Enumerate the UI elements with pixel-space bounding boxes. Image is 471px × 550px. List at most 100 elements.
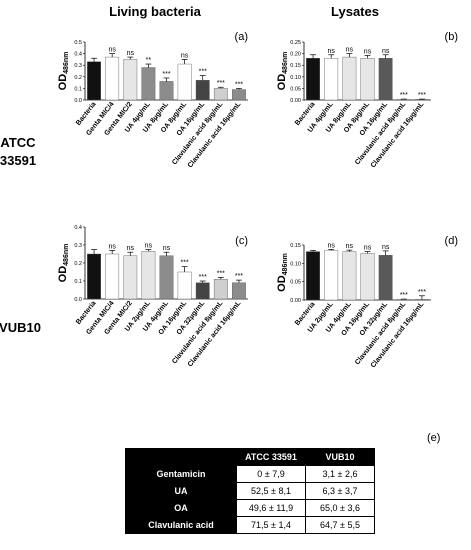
significance-label: *** bbox=[181, 260, 189, 267]
y-tick-label: 0.10 bbox=[290, 261, 301, 267]
significance-label: ns bbox=[145, 243, 153, 250]
bar bbox=[87, 61, 101, 101]
significance-label: ns bbox=[127, 245, 135, 252]
bar bbox=[159, 81, 174, 101]
bar bbox=[360, 253, 375, 301]
significance-label: *** bbox=[217, 80, 225, 87]
bar bbox=[213, 279, 228, 300]
bar bbox=[342, 251, 357, 301]
panel-letter: (a) bbox=[235, 31, 248, 43]
bar bbox=[232, 89, 246, 101]
table-cell: 6,3 ± 3,7 bbox=[305, 482, 375, 500]
y-axis-label: OD486nm bbox=[276, 52, 289, 91]
bar bbox=[123, 255, 138, 300]
table-row: Clavulanic acid 71,5 ± 1,4 64,7 ± 5,5 bbox=[125, 516, 375, 534]
significance-label: *** bbox=[217, 270, 225, 277]
y-tick-label: 0.10 bbox=[290, 75, 301, 81]
significance-label: *** bbox=[400, 92, 408, 99]
table-cell: 64,7 ± 5,5 bbox=[305, 516, 375, 534]
y-tick-label: 0.4 bbox=[74, 52, 82, 58]
significance-label: ns bbox=[382, 244, 390, 251]
significance-label: *** bbox=[235, 81, 243, 88]
table-row-label: Clavulanic acid bbox=[125, 516, 237, 534]
chart-panel-3: (c)0.00.10.20.30.4OD486nmBacteriansGenta… bbox=[57, 225, 248, 368]
bar bbox=[141, 67, 156, 101]
y-tick-label: 0.3 bbox=[74, 63, 82, 69]
table-cell: 0 ± 7,9 bbox=[236, 465, 306, 483]
table-cell: 52,5 ± 8,1 bbox=[236, 482, 306, 500]
y-tick-label: 0.00 bbox=[290, 98, 301, 104]
bar bbox=[141, 251, 156, 300]
y-tick-label: 0.15 bbox=[290, 63, 301, 69]
y-tick-label: 0.20 bbox=[290, 52, 301, 58]
significance-label: *** bbox=[235, 273, 243, 280]
y-tick-label: 0.3 bbox=[74, 243, 82, 249]
significance-label: *** bbox=[199, 274, 207, 281]
significance-label: *** bbox=[162, 71, 170, 78]
bar bbox=[378, 255, 393, 301]
significance-label: ns bbox=[328, 48, 336, 55]
significance-label: ns bbox=[163, 245, 171, 252]
table-column-header: VUB10 bbox=[305, 448, 375, 466]
y-tick-label: 0.2 bbox=[74, 261, 82, 267]
y-tick-label: 0.05 bbox=[290, 280, 301, 286]
table-column-header: ATCC 33591 bbox=[236, 448, 306, 466]
y-tick-label: 0.00 bbox=[290, 298, 301, 304]
table-cell: 71,5 ± 1,4 bbox=[236, 516, 306, 534]
column-header-living: Living bacteria bbox=[109, 4, 202, 19]
significance-label: ns bbox=[181, 52, 189, 59]
significance-label: ns bbox=[346, 47, 354, 54]
bar bbox=[378, 58, 393, 101]
table-header-row: ATCC 33591 VUB10 bbox=[125, 448, 375, 466]
significance-label: ns bbox=[127, 50, 135, 57]
panel-letter: (c) bbox=[235, 235, 248, 247]
y-axis-label: OD486nm bbox=[57, 52, 70, 91]
y-tick-label: 0.4 bbox=[74, 225, 82, 231]
bar bbox=[324, 250, 339, 301]
significance-label: *** bbox=[418, 92, 426, 99]
bar bbox=[232, 282, 246, 300]
significance-label: ns bbox=[328, 242, 336, 249]
bar bbox=[105, 253, 120, 300]
significance-label: ns bbox=[382, 48, 390, 55]
y-tick-label: 0.05 bbox=[290, 86, 301, 92]
chart-panel-2: (b)0.000.050.100.150.200.25OD486nmBacter… bbox=[276, 31, 458, 169]
results-table: ATCC 33591 VUB10 Gentamicin 0 ± 7,9 3,1 … bbox=[125, 448, 375, 534]
table-row: Gentamicin 0 ± 7,9 3,1 ± 2,6 bbox=[125, 465, 375, 483]
significance-label: ns bbox=[346, 243, 354, 250]
chart-panel-1: (a)0.00.10.20.30.40.5OD486nmBacteriansGe… bbox=[57, 31, 248, 169]
table-cell: 49,6 ± 11,9 bbox=[236, 499, 306, 517]
figure-canvas: Living bacteria Lysates ATCC 33591 VUB10… bbox=[0, 4, 458, 369]
bar bbox=[105, 56, 120, 101]
row-header-vub10: VUB10 bbox=[0, 320, 41, 335]
y-tick-label: 0.5 bbox=[74, 40, 82, 46]
bar bbox=[159, 255, 174, 300]
y-tick-label: 0.0 bbox=[74, 297, 82, 303]
significance-label: *** bbox=[199, 69, 207, 76]
table-cell: 3,1 ± 2,6 bbox=[305, 465, 375, 483]
table-corner bbox=[125, 448, 237, 466]
table-row-label: OA bbox=[125, 499, 237, 517]
y-tick-label: 0.15 bbox=[290, 243, 301, 249]
table-row: OA 49,6 ± 11,9 65,0 ± 3,6 bbox=[125, 499, 375, 517]
y-tick-label: 0.1 bbox=[74, 86, 82, 92]
bar bbox=[415, 299, 429, 301]
bar bbox=[123, 59, 138, 101]
significance-label: ** bbox=[146, 57, 152, 64]
panel-letter-e: (e) bbox=[427, 432, 441, 444]
bar bbox=[415, 99, 429, 101]
bar bbox=[195, 282, 210, 300]
bar bbox=[306, 251, 320, 301]
row-header-atcc-line1: ATCC bbox=[0, 135, 36, 150]
bar bbox=[324, 58, 339, 101]
bar bbox=[213, 88, 228, 101]
y-axis-label: OD486nm bbox=[276, 253, 289, 292]
bar bbox=[306, 58, 320, 101]
table-cell: 65,0 ± 3,6 bbox=[305, 499, 375, 517]
row-header-atcc-line2: 33591 bbox=[0, 153, 36, 168]
y-tick-label: 0.0 bbox=[74, 98, 82, 104]
bar bbox=[177, 63, 192, 101]
column-header-lysates: Lysates bbox=[331, 4, 379, 19]
bar bbox=[195, 80, 210, 101]
